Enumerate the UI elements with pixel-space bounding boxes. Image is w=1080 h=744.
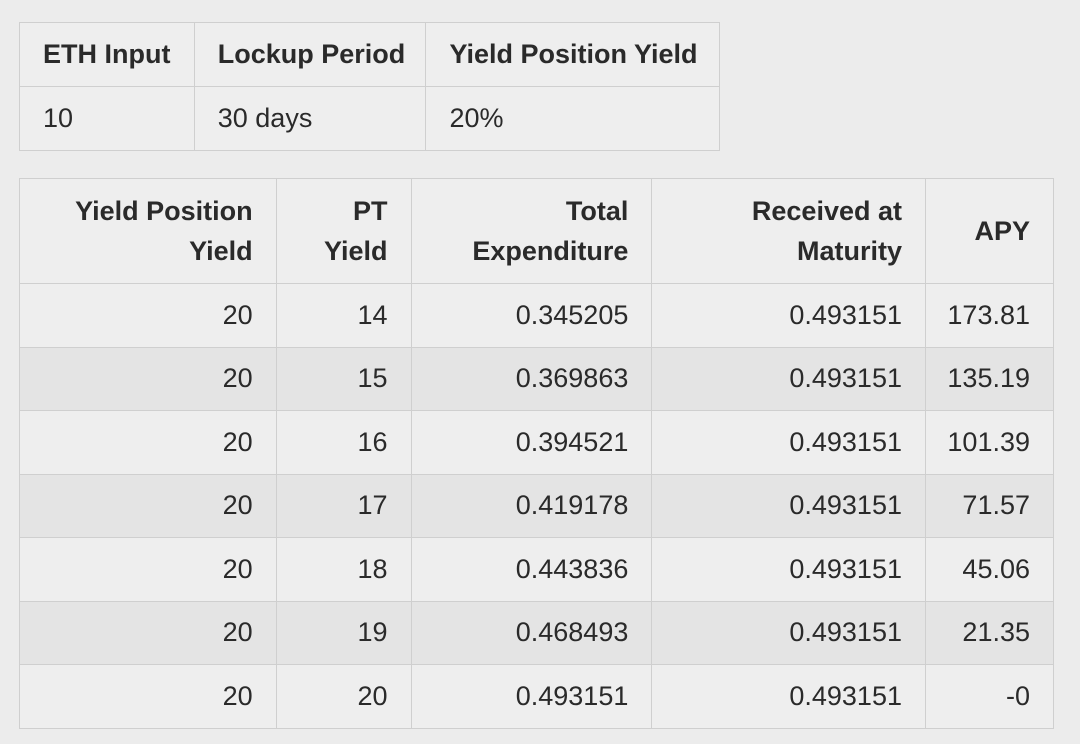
- table-row: 20 19 0.468493 0.493151 21.35: [19, 600, 1055, 665]
- cell-pt-yield: 17: [275, 473, 412, 538]
- yield-position-yield-value: 20%: [425, 86, 720, 151]
- cell-apy: 173.81: [924, 283, 1055, 348]
- cell-apy: 101.39: [924, 410, 1055, 475]
- cell-apy: 71.57: [924, 473, 1055, 538]
- cell-pt-yield: 14: [275, 283, 412, 348]
- col-header-apy: APY: [924, 178, 1055, 284]
- table-row: 20 17 0.419178 0.493151 71.57: [19, 473, 1055, 538]
- results-header-row: Yield Position Yield PT Yield Total Expendi…: [19, 178, 1055, 284]
- cell-received-at-maturity: 0.493151: [651, 664, 926, 729]
- col-header-yield-position-yield: Yield Position Yield: [19, 178, 277, 284]
- summary-table: ETH Input Lockup Period Yield Position Y…: [19, 22, 720, 151]
- lockup-period-header: Lockup Period: [193, 22, 427, 87]
- table-row: 20 14 0.345205 0.493151 173.81: [19, 283, 1055, 348]
- cell-apy: 21.35: [924, 600, 1055, 665]
- col-header-received-at-maturity: Received at Maturity: [651, 178, 926, 284]
- cell-yield-position-yield: 20: [19, 664, 277, 729]
- yield-position-yield-header: Yield Position Yield: [425, 22, 720, 87]
- cell-yield-position-yield: 20: [19, 600, 277, 665]
- cell-total-expenditure: 0.369863: [410, 346, 653, 411]
- cell-total-expenditure: 0.468493: [410, 600, 653, 665]
- cell-yield-position-yield: 20: [19, 473, 277, 538]
- cell-yield-position-yield: 20: [19, 537, 277, 602]
- cell-pt-yield: 20: [275, 664, 412, 729]
- summary-value-row: 10 30 days 20%: [19, 86, 720, 151]
- table-row: 20 18 0.443836 0.493151 45.06: [19, 537, 1055, 602]
- cell-received-at-maturity: 0.493151: [651, 537, 926, 602]
- results-table: Yield Position Yield PT Yield Total Expendi…: [19, 178, 1055, 729]
- lockup-period-value: 30 days: [193, 86, 427, 151]
- cell-yield-position-yield: 20: [19, 410, 277, 475]
- cell-total-expenditure: 0.493151: [410, 664, 653, 729]
- cell-pt-yield: 19: [275, 600, 412, 665]
- cell-pt-yield: 15: [275, 346, 412, 411]
- cell-pt-yield: 18: [275, 537, 412, 602]
- table-row: 20 20 0.493151 0.493151 -0: [19, 664, 1055, 729]
- cell-apy: 45.06: [924, 537, 1055, 602]
- eth-input-header: ETH Input: [19, 22, 195, 87]
- cell-received-at-maturity: 0.493151: [651, 283, 926, 348]
- cell-total-expenditure: 0.345205: [410, 283, 653, 348]
- table-row: 20 16 0.394521 0.493151 101.39: [19, 410, 1055, 475]
- cell-yield-position-yield: 20: [19, 346, 277, 411]
- cell-total-expenditure: 0.394521: [410, 410, 653, 475]
- col-header-pt-yield: PT Yield: [275, 178, 412, 284]
- summary-header-row: ETH Input Lockup Period Yield Position Y…: [19, 22, 720, 87]
- cell-apy: 135.19: [924, 346, 1055, 411]
- eth-input-value: 10: [19, 86, 195, 151]
- cell-apy: -0: [924, 664, 1055, 729]
- cell-received-at-maturity: 0.493151: [651, 600, 926, 665]
- cell-total-expenditure: 0.443836: [410, 537, 653, 602]
- table-row: 20 15 0.369863 0.493151 135.19: [19, 346, 1055, 411]
- cell-received-at-maturity: 0.493151: [651, 410, 926, 475]
- cell-yield-position-yield: 20: [19, 283, 277, 348]
- cell-pt-yield: 16: [275, 410, 412, 475]
- cell-total-expenditure: 0.419178: [410, 473, 653, 538]
- col-header-total-expenditure: Total Expenditure: [410, 178, 653, 284]
- cell-received-at-maturity: 0.493151: [651, 346, 926, 411]
- cell-received-at-maturity: 0.493151: [651, 473, 926, 538]
